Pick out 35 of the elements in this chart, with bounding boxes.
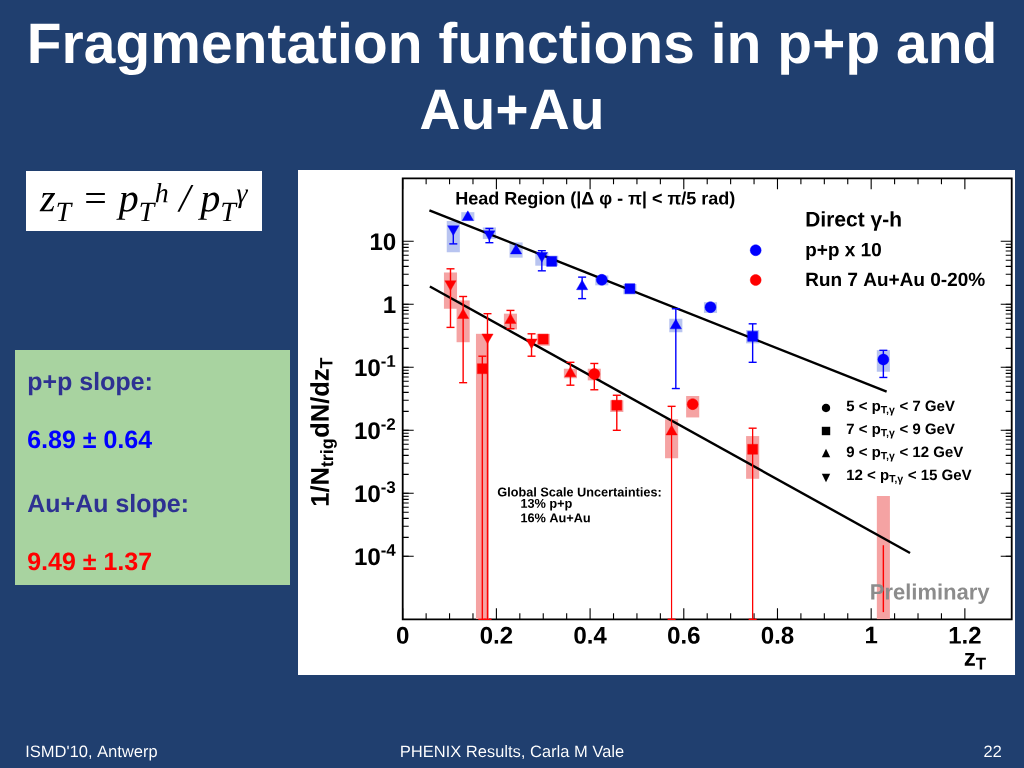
- annotation: Global Scale Uncertainties:: [497, 487, 661, 497]
- legend-label: p+p x 10: [806, 242, 881, 261]
- annotation: 16% Au+Au: [521, 513, 590, 523]
- annotation: 7 < p$_{T,γ}$ < 9 GeV: [846, 423, 955, 439]
- y-axis-title: 1/N$_{trig}$dN/dz$_{T}$: [310, 357, 337, 506]
- text: p+p slope:: [28, 371, 151, 396]
- x-tick-label: 1.2: [949, 626, 981, 644]
- text: z$_{T}$ = p$_{T}$$^{h}$ / p$_{T}$γ: [39, 182, 249, 222]
- text: Au+Au slope:: [27, 493, 187, 518]
- y-tick-label: 10$^{-1}$: [355, 355, 396, 377]
- text: 22: [984, 745, 1001, 757]
- y-tick-label: 10$^{-2}$: [355, 418, 395, 440]
- legend-label: Run 7 Au+Au 0-20%: [806, 272, 985, 287]
- x-tick-label: 1: [866, 626, 878, 644]
- x-axis-title: z$_{T}$: [964, 653, 986, 670]
- annotation: 13% p+p: [521, 498, 572, 511]
- y-tick-label: 1: [384, 296, 396, 313]
- x-tick-label: 0: [396, 626, 409, 644]
- x-tick-label: 0.2: [480, 626, 513, 644]
- y-tick-label: 10$^{-4}$: [355, 544, 396, 566]
- text: ISMD'10, Antwerp: [26, 745, 157, 761]
- y-tick-label: 10$^{-3}$: [355, 481, 396, 503]
- text: PHENIX Results, Carla M Vale: [401, 745, 624, 760]
- y-tick-label: 10: [370, 233, 396, 251]
- annotation: 5 < p$_{T,γ}$ < 7 GeV: [846, 400, 955, 416]
- chart-title: Fragmentation functions in p+p and Au+Au: [30, 21, 994, 130]
- legend-title: Direct γ-h: [806, 211, 901, 231]
- x-tick-label: 0.6: [668, 626, 700, 644]
- x-tick-label: 0.4: [574, 626, 607, 644]
- x-tick-label: 0.8: [761, 626, 794, 644]
- annotation: Head Region (|Δ φ - π| < π/5 rad): [456, 191, 735, 209]
- text: 9.49 ± 1.37: [28, 552, 151, 571]
- text: 6.89 ± 0.64: [28, 430, 152, 449]
- annotation: 12 < p$_{T,γ}$ < 15 GeV: [847, 469, 972, 485]
- annotation: 9 < p$_{T,γ}$ < 12 GeV: [846, 446, 964, 462]
